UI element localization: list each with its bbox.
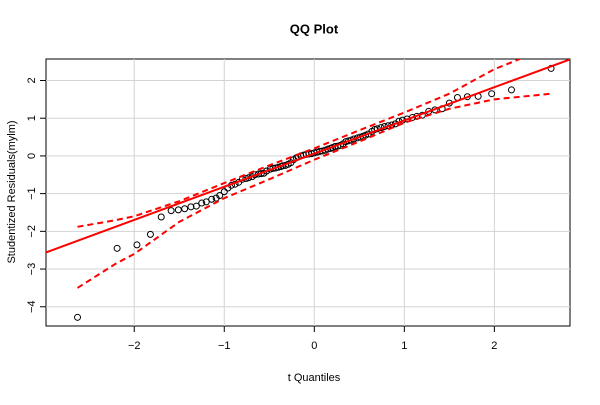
y-tick-label: 1: [26, 115, 38, 121]
data-point: [146, 230, 154, 238]
data-point: [192, 202, 200, 210]
data-point: [181, 205, 189, 213]
data-point: [245, 174, 253, 182]
x-tick-label: −1: [218, 340, 231, 352]
x-tick-label: 0: [311, 340, 317, 352]
data-point: [174, 206, 182, 214]
y-axis-label: Studentized Residuals(mylm): [6, 120, 18, 263]
x-tick-label: 1: [401, 340, 407, 352]
y-tick-label: −4: [26, 300, 38, 313]
data-point: [113, 244, 121, 252]
data-point: [167, 207, 175, 215]
plot-frame: [45, 58, 571, 327]
data-point: [157, 213, 165, 221]
y-tick-label: 2: [26, 77, 38, 83]
y-tick-label: −3: [26, 263, 38, 276]
data-point: [216, 192, 224, 200]
data-point: [220, 188, 228, 196]
data-point: [208, 195, 216, 203]
x-tick-label: −2: [128, 340, 141, 352]
data-point: [74, 313, 82, 321]
x-axis-label: t Quantiles: [288, 372, 341, 384]
envelope-lower: [76, 92, 552, 289]
reference-line: [46, 59, 570, 254]
data-point: [133, 241, 141, 249]
data-point: [488, 90, 496, 98]
data-point: [187, 203, 195, 211]
data-point: [507, 86, 515, 94]
chart-title: QQ Plot: [290, 21, 339, 36]
y-tick-label: −2: [26, 225, 38, 238]
y-tick-label: 0: [26, 153, 38, 159]
data-point: [202, 198, 210, 206]
x-tick-label: 2: [491, 340, 497, 352]
envelope-upper: [77, 59, 523, 228]
data-point: [198, 199, 206, 207]
y-tick-label: −1: [26, 187, 38, 200]
